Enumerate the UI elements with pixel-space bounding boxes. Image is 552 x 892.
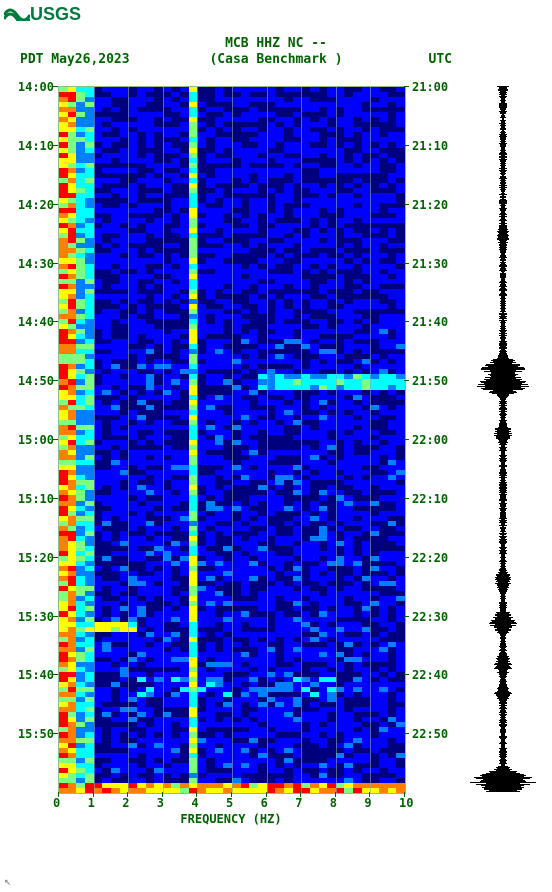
pdt-tick: 15:10 [18,492,54,506]
x-tick: 6 [261,796,268,810]
x-tick: 7 [295,796,302,810]
utc-tick: 21:30 [412,257,448,271]
utc-tick: 22:40 [412,668,448,682]
station-title: MCB HHZ NC -- [0,36,552,51]
tz-right: UTC [429,52,452,67]
pdt-tick: 15:20 [18,551,54,565]
x-tick: 3 [157,796,164,810]
utc-tick: 21:20 [412,198,448,212]
utc-tick: 22:00 [412,433,448,447]
pdt-tick: 14:00 [18,80,54,94]
utc-tick: 22:50 [412,727,448,741]
x-tick: 8 [330,796,337,810]
x-tick: 4 [191,796,198,810]
pdt-tick: 14:10 [18,139,54,153]
pdt-tick: 14:20 [18,198,54,212]
spectrogram-heatmap [58,86,406,794]
utc-tick: 22:10 [412,492,448,506]
x-tick: 1 [88,796,95,810]
pdt-tick: 15:50 [18,727,54,741]
x-tick: 2 [122,796,129,810]
utc-tick: 21:00 [412,80,448,94]
utc-tick: 21:50 [412,374,448,388]
usgs-logo: USGS [4,4,81,26]
utc-tick: 21:40 [412,315,448,329]
utc-tick: 21:10 [412,139,448,153]
utc-tick: 22:20 [412,551,448,565]
cursor-icon: ↖ [4,874,11,888]
x-tick: 5 [226,796,233,810]
pdt-tick: 15:00 [18,433,54,447]
x-tick: 0 [53,796,60,810]
pdt-tick: 14:40 [18,315,54,329]
logo-text: USGS [30,4,81,24]
pdt-tick: 14:30 [18,257,54,271]
logo-wave-icon [4,5,30,26]
pdt-tick: 15:40 [18,668,54,682]
seismogram-trace [470,86,536,792]
x-tick: 9 [364,796,371,810]
x-tick: 10 [399,796,413,810]
pdt-tick: 15:30 [18,610,54,624]
xaxis-title: FREQUENCY (HZ) [58,812,404,826]
pdt-tick: 14:50 [18,374,54,388]
station-name: (Casa Benchmark ) [0,52,552,67]
utc-tick: 22:30 [412,610,448,624]
